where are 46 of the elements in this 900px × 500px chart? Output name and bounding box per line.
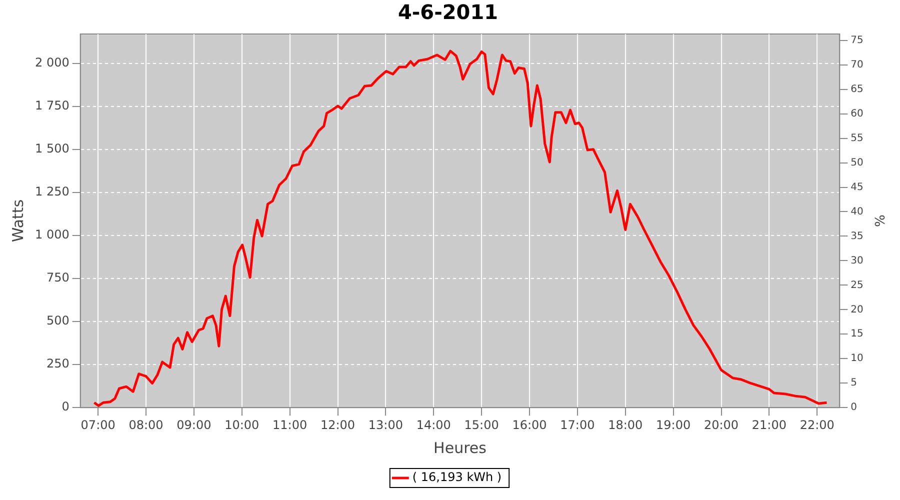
y2-tick-label: 40 <box>850 206 864 218</box>
y-tick-label: 1 000 <box>34 228 70 242</box>
y2-tick-label: 25 <box>850 280 864 291</box>
x-tick-label: 13:00 <box>368 418 404 432</box>
y2-tick-label: 35 <box>850 230 864 242</box>
y-tick-label: 2 000 <box>34 55 70 70</box>
y-tick-label: 750 <box>46 270 70 285</box>
x-tick-label: 14:00 <box>416 418 451 432</box>
x-tick-label: 18:00 <box>608 418 643 432</box>
y2-tick-label: 75 <box>850 34 864 46</box>
x-tick-label: 16:00 <box>512 418 547 432</box>
y2-tick-label: 45 <box>850 182 864 193</box>
y2-tick-label: 60 <box>850 108 864 120</box>
y2-tick-label: 30 <box>850 255 864 266</box>
x-tick-label: 22:00 <box>800 418 834 432</box>
y-tick-label: 250 <box>46 356 70 371</box>
y2-tick-label: 50 <box>850 157 864 168</box>
y2-tick-label: 70 <box>850 59 864 70</box>
y-tick-label: 1 250 <box>34 184 70 199</box>
x-tick-label: 08:00 <box>128 418 164 432</box>
y2-tick-label: 0 <box>850 402 858 414</box>
x-tick-label: 10:00 <box>224 418 260 432</box>
x-axis-title: Heures <box>434 438 487 457</box>
y-tick-label: 1 500 <box>34 141 70 156</box>
x-tick-label: 12:00 <box>320 418 356 432</box>
y-tick-label: 1 750 <box>34 98 70 112</box>
y-tick-label: 0 <box>62 400 70 414</box>
x-tick-label: 11:00 <box>272 418 308 432</box>
x-tick-label: 17:00 <box>560 418 595 432</box>
y2-tick-label: 65 <box>850 84 864 95</box>
y2-tick-label: 15 <box>850 328 864 340</box>
x-tick-label: 15:00 <box>464 418 499 432</box>
x-tick-label: 07:00 <box>80 418 116 432</box>
x-tick-label: 21:00 <box>752 418 787 432</box>
y2-tick-label: 5 <box>850 378 858 389</box>
y2-tick-label: 20 <box>850 304 864 316</box>
legend-label: ( 16,193 kWh ) <box>412 470 502 484</box>
x-tick-label: 09:00 <box>176 418 212 432</box>
x-tick-label: 19:00 <box>656 418 691 432</box>
y2-tick-label: 55 <box>850 132 864 144</box>
x-tick-label: 20:00 <box>704 418 739 432</box>
y-tick-label: 500 <box>46 314 70 328</box>
chart-title: 4-6-2011 <box>398 0 498 24</box>
y2-tick-label: 10 <box>850 353 864 364</box>
y-axis-title: Watts <box>8 199 27 242</box>
y2-axis-title: % <box>870 214 886 227</box>
